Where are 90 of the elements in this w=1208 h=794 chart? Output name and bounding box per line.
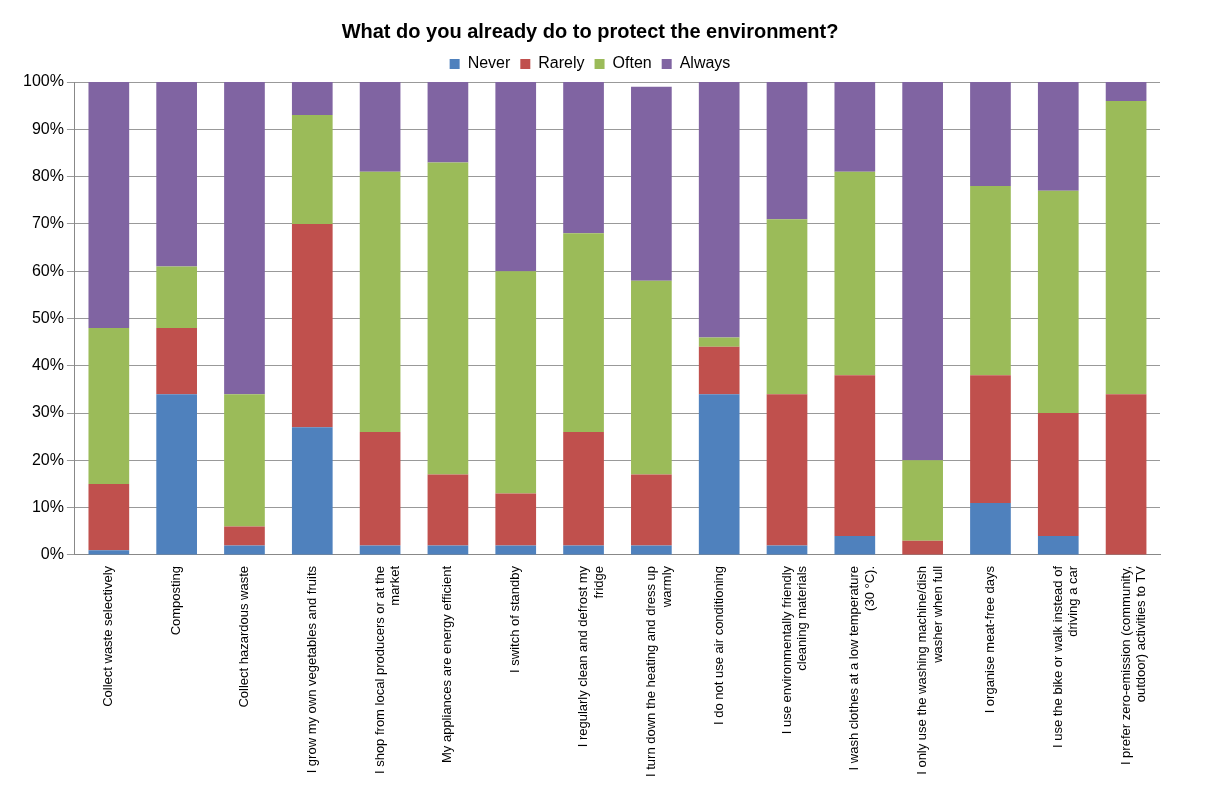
x-tick-label: Composting <box>168 565 184 636</box>
x-tick-label: I only use the washing machine/dish washer when full <box>914 565 945 775</box>
y-tick-label: 70% <box>31 214 64 232</box>
bar <box>834 375 876 537</box>
x-tick-label: I switch of standby <box>507 565 523 673</box>
bar <box>698 337 740 347</box>
x-tick-label: I use the bike or walk instead of driving a car <box>1049 565 1081 749</box>
bar <box>698 394 740 555</box>
y-tick-label: 80% <box>31 167 64 184</box>
bar <box>156 327 197 395</box>
bar <box>359 171 401 432</box>
chart-title: What do you already do to protect the environment? <box>341 19 839 42</box>
bar <box>1037 413 1079 537</box>
bar <box>156 394 197 555</box>
bar <box>1037 190 1079 414</box>
bar <box>1105 82 1147 101</box>
y-tick-label: 100% <box>23 72 64 90</box>
bar <box>88 550 130 555</box>
bar <box>1105 100 1147 395</box>
x-tick-label: Collect waste selectively <box>100 565 116 707</box>
x-tick-label: I regularly clean and defrost my fridge <box>575 565 606 748</box>
bar <box>902 460 943 541</box>
bar <box>224 526 265 546</box>
y-tick-label: 30% <box>31 403 64 421</box>
bar <box>902 540 943 555</box>
bar <box>834 536 876 555</box>
y-tick-label: 60% <box>31 261 64 279</box>
bar <box>970 82 1011 187</box>
bar <box>563 545 604 555</box>
bar <box>291 82 333 116</box>
bar <box>427 82 469 163</box>
y-tick-label: 0% <box>40 545 64 563</box>
bar <box>766 82 808 220</box>
x-tick-label: I organise meat-free days <box>982 565 998 714</box>
bar <box>359 82 401 172</box>
bar <box>88 82 130 328</box>
x-tick-label: I shop from local producers or at the market <box>371 565 403 775</box>
y-tick-label: 90% <box>31 119 64 137</box>
y-tick-label: 10% <box>31 498 64 516</box>
y-tick-label: 50% <box>31 308 64 326</box>
bar <box>834 171 876 376</box>
x-tick-label: My appliances are energy efficient <box>439 565 455 764</box>
bar <box>766 394 808 546</box>
bar <box>291 427 333 555</box>
bar <box>495 82 537 272</box>
legend-label: Often <box>612 54 652 72</box>
x-tick-label: Collect hazardous waste <box>236 565 252 708</box>
bar <box>291 223 333 428</box>
x-tick-label: I use environmentally friendly cleaning materials <box>778 565 810 735</box>
bar <box>631 280 672 475</box>
bar <box>88 484 130 551</box>
bar <box>631 545 672 555</box>
bar <box>495 493 537 546</box>
bar <box>224 82 265 395</box>
bar <box>427 474 469 546</box>
bar <box>291 115 333 224</box>
bar <box>88 327 130 485</box>
bar <box>631 86 672 281</box>
bar <box>766 219 808 395</box>
legend-label: Rarely <box>538 54 585 72</box>
bar <box>1105 394 1147 555</box>
bar <box>156 82 197 267</box>
bar <box>970 186 1011 376</box>
bar <box>563 82 604 234</box>
bar <box>834 82 876 172</box>
bar <box>495 545 537 555</box>
bar <box>698 346 740 395</box>
bar <box>495 271 537 494</box>
bar <box>1037 536 1079 555</box>
bar <box>698 82 740 338</box>
bar <box>427 162 469 475</box>
x-tick-label: I wash clothes at a low temperature (30 °C). <box>846 565 877 771</box>
bar <box>224 545 265 555</box>
bar <box>902 82 943 461</box>
bar <box>631 474 672 546</box>
bar <box>970 375 1011 503</box>
legend-label: Always <box>679 54 731 72</box>
x-tick-label: I turn down the heating and dress up warmly <box>642 565 674 778</box>
legend-label: Never <box>467 54 511 72</box>
bar <box>970 502 1011 555</box>
bar <box>359 432 401 546</box>
bar <box>156 266 197 328</box>
y-tick-label: 40% <box>31 356 64 374</box>
bar <box>563 432 604 546</box>
y-tick-label: 20% <box>31 450 64 468</box>
x-tick-label: I grow my own vegetables and fruits <box>303 565 319 774</box>
bar <box>224 394 265 527</box>
bar <box>563 233 604 432</box>
x-tick-label: I do not use air conditioning <box>710 565 726 725</box>
bar <box>1037 82 1079 191</box>
